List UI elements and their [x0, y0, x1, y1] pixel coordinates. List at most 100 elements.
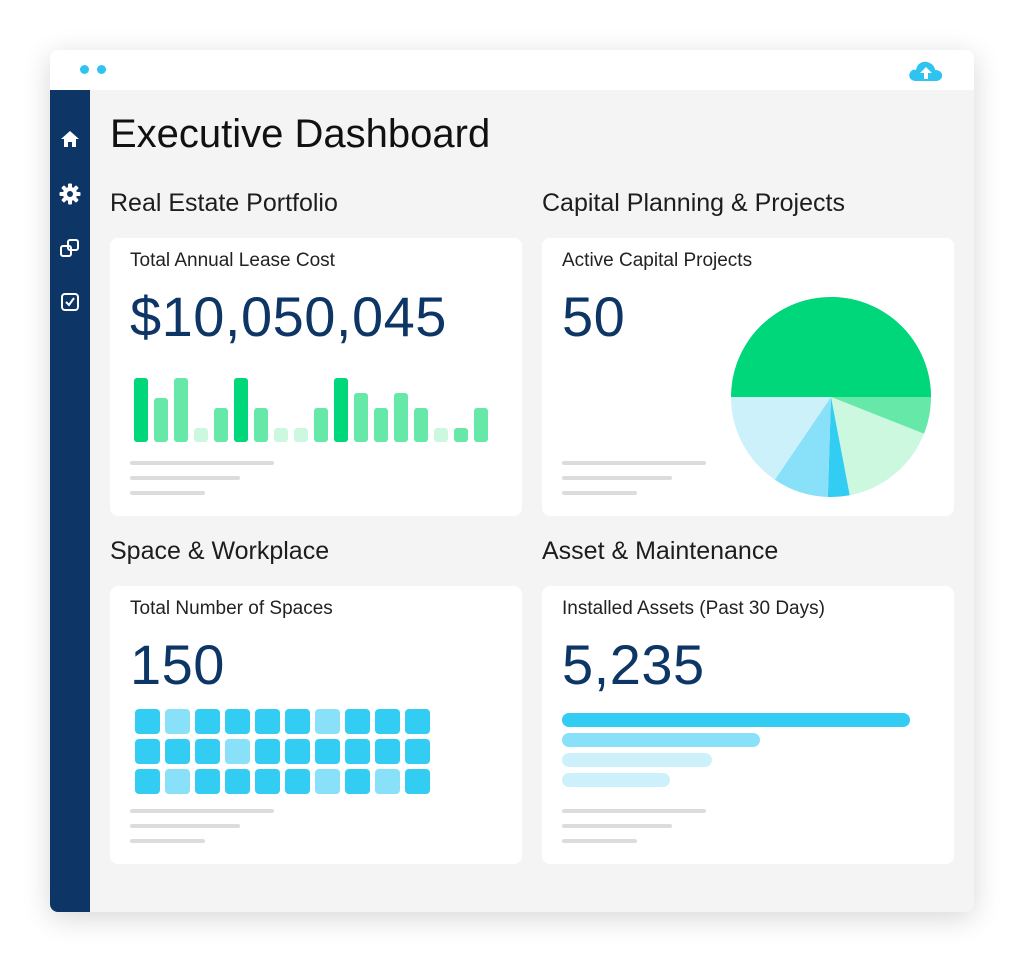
card-real-estate[interactable]: Total Annual Lease Cost $10,050,045: [110, 238, 522, 516]
section-title-real-estate: Real Estate Portfolio: [110, 189, 338, 217]
space-cell: [405, 739, 430, 764]
home-icon[interactable]: [57, 126, 83, 152]
section-title-asset: Asset & Maintenance: [542, 537, 779, 565]
space-cell: [225, 709, 250, 734]
chart-bar: [214, 408, 228, 442]
gear-icon[interactable]: [57, 181, 83, 207]
chart-bar: [254, 408, 268, 442]
chart-bar: [434, 428, 448, 442]
kpi-value: 5,235: [562, 633, 705, 696]
kpi-value: 150: [130, 633, 225, 696]
space-cell: [375, 709, 400, 734]
space-cell: [345, 769, 370, 794]
section-title-space: Space & Workplace: [110, 537, 330, 565]
page-title: Executive Dashboard: [110, 112, 491, 156]
pie-slice: [827, 397, 850, 497]
chart-bar: [194, 428, 208, 442]
space-cell: [345, 709, 370, 734]
asset-bar: [562, 753, 712, 767]
space-cell: [165, 769, 190, 794]
pie-slice: [831, 397, 924, 496]
section-title-capital: Capital Planning & Projects: [542, 189, 845, 217]
placeholder-line: [562, 824, 672, 828]
space-cell: [375, 769, 400, 794]
chart-bar: [234, 378, 248, 442]
placeholder-line: [130, 824, 240, 828]
lease-cost-bar-chart: [134, 378, 494, 442]
pie-slice: [731, 397, 831, 480]
window-dot[interactable]: [80, 65, 89, 74]
space-cell: [285, 769, 310, 794]
asset-bar: [562, 713, 910, 727]
asset-bar: [562, 733, 760, 747]
pie-slice: [731, 297, 931, 397]
space-cell: [135, 709, 160, 734]
space-cell: [255, 769, 280, 794]
space-cell: [135, 769, 160, 794]
card-space[interactable]: Total Number of Spaces 150: [110, 586, 522, 864]
card-label: Total Annual Lease Cost: [130, 250, 335, 271]
placeholder-line: [130, 809, 274, 813]
pie-slice: [774, 397, 831, 497]
chart-bar: [394, 393, 408, 442]
space-cell: [225, 739, 250, 764]
space-cell: [405, 769, 430, 794]
kpi-value: 50: [562, 285, 626, 348]
chart-bar: [414, 408, 428, 442]
asset-bar: [562, 773, 670, 787]
space-cell: [285, 739, 310, 764]
assets-bar-chart: [542, 713, 954, 793]
chart-bar: [334, 378, 348, 442]
space-cell: [345, 739, 370, 764]
app-window: Executive Dashboard Real Estate Portfoli…: [50, 50, 974, 912]
window-dot[interactable]: [97, 65, 106, 74]
chart-bar: [354, 393, 368, 442]
placeholder-line: [130, 491, 205, 495]
space-cell: [315, 769, 340, 794]
chart-bar: [314, 408, 328, 442]
space-cell: [315, 739, 340, 764]
space-cell: [255, 709, 280, 734]
checkbox-icon[interactable]: [57, 289, 83, 315]
space-cell: [225, 769, 250, 794]
placeholder-line: [562, 476, 672, 480]
chart-bar: [154, 398, 168, 442]
chart-bar: [134, 378, 148, 442]
title-bar: [50, 50, 974, 90]
spaces-grid: [135, 709, 435, 799]
kpi-value: $10,050,045: [130, 285, 447, 348]
chart-bar: [294, 428, 308, 442]
chart-bar: [274, 428, 288, 442]
cloud-upload-icon[interactable]: [907, 58, 945, 84]
placeholder-line: [130, 839, 205, 843]
placeholder-line: [130, 461, 274, 465]
chart-bar: [374, 408, 388, 442]
overlapping-squares-icon[interactable]: [57, 235, 83, 261]
chart-bar: [474, 408, 488, 442]
space-cell: [195, 709, 220, 734]
placeholder-line: [130, 476, 240, 480]
card-label: Installed Assets (Past 30 Days): [562, 598, 825, 619]
chart-bar: [174, 378, 188, 442]
space-cell: [315, 709, 340, 734]
space-cell: [165, 739, 190, 764]
placeholder-line: [562, 839, 637, 843]
card-capital[interactable]: Active Capital Projects 50: [542, 238, 954, 516]
card-asset[interactable]: Installed Assets (Past 30 Days) 5,235: [542, 586, 954, 864]
space-cell: [195, 739, 220, 764]
card-label: Total Number of Spaces: [130, 598, 333, 619]
space-cell: [195, 769, 220, 794]
space-cell: [285, 709, 310, 734]
placeholder-line: [562, 461, 706, 465]
space-cell: [165, 709, 190, 734]
placeholder-line: [562, 809, 706, 813]
space-cell: [375, 739, 400, 764]
sidebar: [50, 90, 90, 912]
placeholder-line: [562, 491, 637, 495]
space-cell: [405, 709, 430, 734]
chart-bar: [454, 428, 468, 442]
card-label: Active Capital Projects: [562, 250, 753, 271]
space-cell: [135, 739, 160, 764]
projects-pie-chart: [731, 297, 931, 497]
space-cell: [255, 739, 280, 764]
